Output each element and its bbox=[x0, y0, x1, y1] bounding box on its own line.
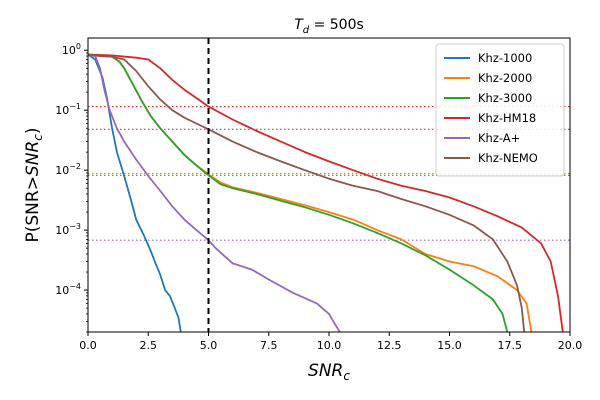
legend-label: Khz-1000 bbox=[478, 51, 532, 65]
y-axis-ticks: 100 10−1 10−2 10−3 10−4 bbox=[55, 42, 88, 333]
x-tick-label: 15.0 bbox=[437, 339, 462, 352]
legend-label: Khz-HM18 bbox=[478, 111, 536, 125]
y-tick-label: 10−3 bbox=[55, 222, 81, 237]
x-tick-label: 2.5 bbox=[140, 339, 158, 352]
y-tick-label: 10−1 bbox=[55, 102, 81, 117]
x-tick-label: 5.0 bbox=[200, 339, 218, 352]
legend-label: Khz-A+ bbox=[478, 131, 520, 145]
x-axis-label: SNRc bbox=[308, 361, 350, 383]
legend-label: Khz-NEMO bbox=[478, 151, 538, 165]
y-tick-label: 10−2 bbox=[55, 162, 81, 177]
legend: Khz-1000 Khz-2000 Khz-3000 Khz-HM18 Khz-A+ Kh… bbox=[435, 43, 565, 177]
series-line-khz-nemo bbox=[88, 53, 526, 332]
series-line-khz-hm18 bbox=[88, 53, 564, 332]
chart-title: Td = 500s bbox=[294, 17, 364, 36]
x-tick-label: 17.5 bbox=[498, 339, 523, 352]
plot-area bbox=[87, 37, 571, 333]
series-line-khz-1000 bbox=[88, 53, 182, 332]
x-axis-ticks: 0.0 2.5 5.0 7.5 10.0 12.5 15.0 17.5 20.0 bbox=[79, 332, 582, 352]
series-line-khz-3000 bbox=[88, 53, 509, 332]
x-tick-label: 0.0 bbox=[79, 339, 97, 352]
x-tick-label: 12.5 bbox=[377, 339, 402, 352]
y-axis-label: P(SNR>SNRc) bbox=[23, 127, 45, 242]
y-tick-label: 100 bbox=[62, 42, 81, 57]
series-line-khz-a- bbox=[88, 53, 341, 332]
y-tick-label: 10−4 bbox=[55, 282, 81, 297]
x-tick-label: 10.0 bbox=[317, 339, 342, 352]
x-tick-label: 7.5 bbox=[260, 339, 278, 352]
legend-label: Khz-2000 bbox=[478, 71, 532, 85]
x-tick-label: 20.0 bbox=[558, 339, 583, 352]
legend-label: Khz-3000 bbox=[478, 91, 532, 105]
